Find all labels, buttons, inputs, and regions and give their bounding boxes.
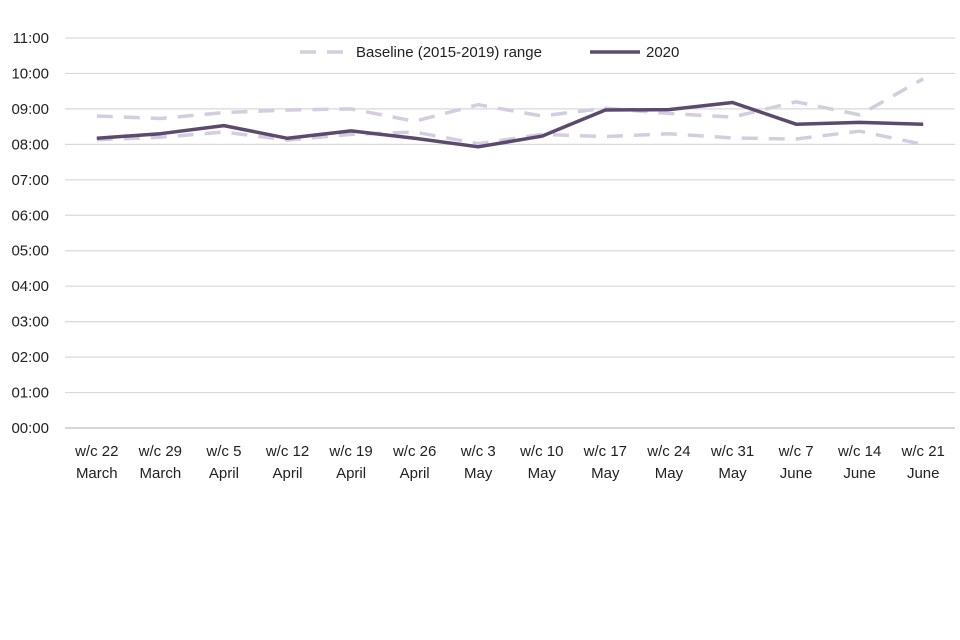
y-tick-label: 01:00	[11, 385, 49, 402]
x-tick-label: w/c 26 April	[392, 443, 436, 482]
x-tick-label: w/c 14 June	[837, 443, 881, 482]
y-tick-label: 03:00	[11, 314, 49, 331]
y-tick-label: 08:00	[11, 136, 49, 153]
x-tick-label: w/c 10 May	[519, 443, 563, 482]
x-tick-label: w/c 17 May	[583, 443, 627, 482]
x-tick-label: w/c 12 April	[265, 443, 309, 482]
y-axis: 00:00 01:00 02:00 03:00 04:00 05:00 06:00 07:00…	[11, 30, 49, 437]
x-axis: w/c 22 March w/c 29 March w/c 5 April w/c 12 Ap…	[74, 443, 945, 482]
x-tick-label: w/c 22 March	[74, 443, 118, 482]
y-tick-label: 07:00	[11, 172, 49, 189]
y-tick-label: 05:00	[11, 243, 49, 260]
x-tick-label: w/c 24 May	[646, 443, 690, 482]
x-tick-label: w/c 19 April	[328, 443, 372, 482]
series	[96, 77, 925, 149]
gridlines	[65, 37, 955, 429]
x-tick-label: w/c 31 May	[710, 443, 754, 482]
x-tick-label: w/c 29 March	[138, 443, 182, 482]
y-tick-label: 02:00	[11, 349, 49, 366]
y-tick-label: 10:00	[11, 65, 49, 82]
series-line-baseline-upper	[96, 77, 925, 124]
y-tick-label: 04:00	[11, 278, 49, 295]
x-tick-label: w/c 21 June	[901, 443, 945, 482]
y-tick-label: 06:00	[11, 207, 49, 224]
legend: Baseline (2015-2019) range 2020	[300, 44, 679, 61]
y-tick-label: 00:00	[11, 420, 49, 437]
x-tick-label: w/c 7 June	[778, 443, 814, 482]
legend-label-baseline: Baseline (2015-2019) range	[356, 44, 542, 61]
x-tick-label: w/c 5 April	[205, 443, 241, 482]
x-tick-label: w/c 3 May	[460, 443, 496, 482]
series-line-baseline-lower	[96, 129, 924, 147]
series-line-2020	[96, 100, 924, 149]
legend-label-2020: 2020	[646, 44, 679, 61]
y-tick-label: 11:00	[13, 30, 49, 47]
y-tick-label: 09:00	[11, 101, 49, 118]
